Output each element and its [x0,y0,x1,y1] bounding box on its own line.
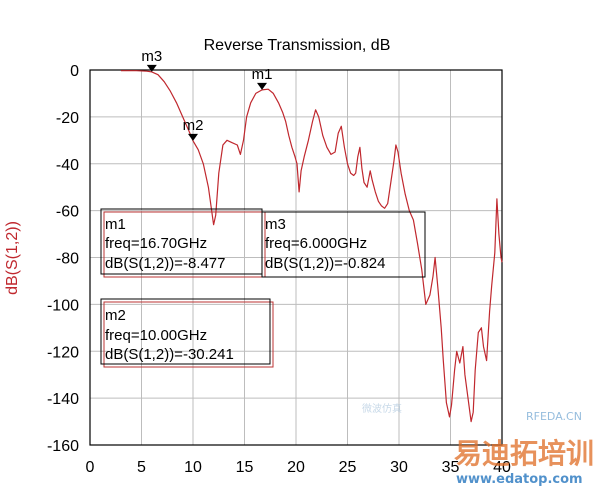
marker-label-m3: m3 [141,48,162,65]
series-line [120,70,503,423]
watermark-faint-text: 微波仿真 [362,402,402,415]
x-tick-label: 5 [137,459,146,476]
x-tick-label: 25 [339,459,357,476]
watermark-site-1: RFEDA.CN [526,410,582,423]
marker-label-m2: m2 [183,117,204,134]
marker-box-m1-line-2: freq=16.70GHz [105,235,207,252]
chart-title: Reverse Transmission, dB [204,37,391,54]
x-tick-label: 10 [184,459,202,476]
y-tick-label: -120 [47,344,79,361]
series-layer [120,70,503,423]
marker-layer: m1 m2 m3 [141,48,272,141]
y-tick-label: -60 [56,204,79,221]
x-tick-label: 30 [390,459,408,476]
y-tick-label: -40 [56,157,79,174]
marker-box-m2-line-1: m2 [105,307,126,324]
watermark-site-2: www.edatop.com [456,472,583,487]
watermark-brand: 易迪拓培训 [454,437,594,470]
x-tick-label: 15 [236,459,254,476]
marker-box-m2-line-3: dB(S(1,2))=-30.241 [105,346,234,363]
marker-label-m1: m1 [252,66,273,83]
marker-box-m3: m3 freq=6.000GHz dB(S(1,2))=-0.824 [261,211,426,278]
x-tick-label: 20 [287,459,305,476]
y-tick-label: -20 [56,110,79,127]
y-tick-label: -80 [56,251,79,268]
x-tick-label: 0 [86,459,95,476]
marker-box-m1-line-3: dB(S(1,2))=-8.477 [105,255,225,272]
grid [90,70,502,445]
marker-box-m3-line-2: freq=6.000GHz [265,235,367,252]
marker-triangle-m1 [257,82,268,90]
y-tick-label: 0 [70,63,79,80]
y-tick-label: -160 [47,438,79,455]
x-tick-label: 40 [493,459,511,476]
tick-labels: 0 5 10 15 20 25 30 35 40 0 -20 -40 -60 -80 -100 -120 -14… [47,63,511,476]
marker-box-m1: m1 freq=16.70GHz dB(S(1,2))=-8.477 [100,208,266,278]
y-tick-label: -100 [47,297,79,314]
x-tick-label: 35 [442,459,460,476]
plot-frame [89,69,503,446]
marker-triangle-m2 [188,133,198,141]
marker-triangle-m3 [146,64,157,72]
y-axis-label: dB(S(1,2)) [4,221,21,295]
y-tick-label: -140 [47,391,79,408]
marker-box-m2-line-2: freq=10.00GHz [105,327,207,344]
marker-box-m3-line-1: m3 [265,216,286,233]
marker-box-m1-line-1: m1 [105,216,126,233]
watermark: 微波仿真 RFEDA.CN 易迪拓培训 www.edatop.com [362,402,594,487]
marker-box-m2: m2 freq=10.00GHz dB(S(1,2))=-30.241 [100,298,274,368]
marker-box-m3-line-3: dB(S(1,2))=-0.824 [265,255,385,272]
